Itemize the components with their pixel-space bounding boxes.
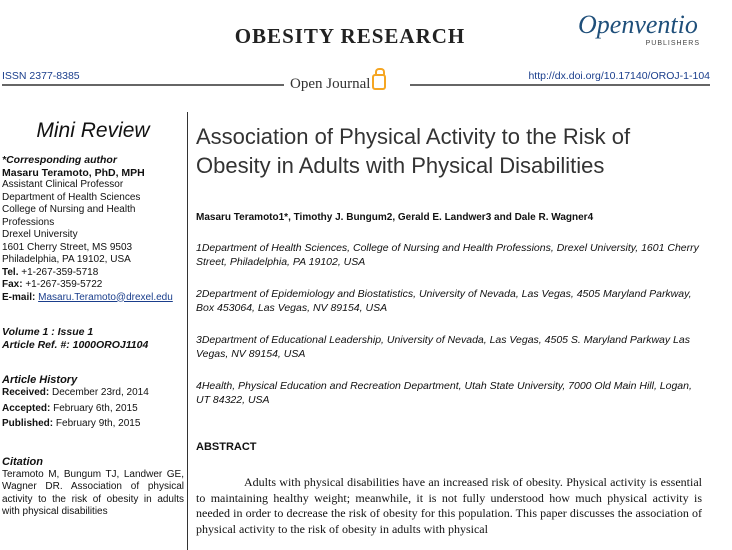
open-access-lock-icon bbox=[372, 68, 387, 90]
received-value: December 23rd, 2014 bbox=[49, 387, 149, 398]
received-line: Received: December 23rd, 2014 bbox=[2, 387, 184, 400]
address-line: Assistant Clinical Professor bbox=[2, 179, 124, 190]
citation-text: Teramoto M, Bungum TJ, Landwer GE, Wagne… bbox=[2, 468, 184, 518]
abstract-heading: ABSTRACT bbox=[196, 441, 257, 453]
accepted-value: February 6th, 2015 bbox=[50, 402, 138, 414]
address-line: College of Nursing and Health bbox=[2, 204, 136, 215]
sidebar: Mini Review *Corresponding author Masaru… bbox=[2, 118, 184, 519]
header-rule-left bbox=[2, 84, 284, 86]
accepted-line: Accepted: February 6th, 2015 bbox=[2, 403, 184, 416]
accepted-label: Accepted: bbox=[2, 402, 51, 414]
affiliation: 4Health, Physical Education and Recreati… bbox=[196, 380, 692, 406]
published-value: February 9th, 2015 bbox=[53, 418, 141, 429]
volume-issue: Volume 1 : Issue 1 bbox=[2, 326, 94, 338]
tel-value: +1-267-359-5718 bbox=[18, 266, 99, 278]
address-line: Philadelphia, PA 19102, USA bbox=[2, 254, 131, 265]
address-line: 1601 Cherry Street, MS 9503 bbox=[2, 241, 133, 253]
article-history-heading: Article History bbox=[2, 374, 78, 386]
received-label: Received: bbox=[2, 387, 50, 398]
issn: ISSN 2377-8385 bbox=[2, 70, 80, 82]
email-link[interactable]: Masaru.Teramoto@drexel.edu bbox=[38, 291, 173, 303]
journal-name: OBESITY RESEARCH bbox=[234, 24, 466, 48]
affiliation: 2Department of Epidemiology and Biostati… bbox=[196, 288, 692, 314]
citation-heading: Citation bbox=[2, 455, 43, 468]
article-ref: Article Ref. #: 1000OROJ1104 bbox=[2, 338, 149, 351]
address-line: Professions bbox=[2, 216, 55, 228]
section-type: Mini Review bbox=[36, 119, 150, 142]
abstract-text: Adults with physical disabilities have a… bbox=[196, 475, 702, 536]
email-label: E-mail: bbox=[2, 291, 36, 303]
publisher-sub: PUBLISHERS bbox=[645, 40, 700, 47]
corresponding-label: *Corresponding author bbox=[2, 154, 117, 166]
fax-label: Fax: bbox=[2, 279, 23, 290]
published-line: Published: February 9th, 2015 bbox=[2, 418, 184, 431]
open-journal-text: Open Journal bbox=[290, 76, 371, 92]
main-content: Association of Physical Activity to the … bbox=[196, 122, 702, 537]
author-list: Masaru Teramoto1*, Timothy J. Bungum2, G… bbox=[196, 212, 594, 223]
tel-label: Tel. bbox=[2, 266, 19, 278]
publisher-name: Openventio bbox=[578, 10, 698, 39]
published-label: Published: bbox=[2, 418, 54, 429]
header-rule-right bbox=[410, 84, 710, 86]
address-line: Department of Health Sciences bbox=[2, 191, 141, 203]
doi-link[interactable]: http://dx.doi.org/10.17140/OROJ-1-104 bbox=[528, 70, 710, 82]
column-divider bbox=[187, 112, 188, 550]
fax-value: +1-267-359-5722 bbox=[22, 279, 103, 290]
fax-line: Fax: +1-267-359-5722 bbox=[2, 279, 184, 292]
email-line: E-mail: Masaru.Teramoto@drexel.edu bbox=[2, 292, 184, 305]
article-title: Association of Physical Activity to the … bbox=[196, 124, 631, 178]
tel-line: Tel. +1-267-359-5718 bbox=[2, 267, 184, 280]
affiliation: 3Department of Educational Leadership, U… bbox=[196, 334, 690, 360]
affiliation: 1Department of Health Sciences, College … bbox=[196, 242, 699, 268]
publisher-logo: Openventio PUBLISHERS bbox=[578, 10, 708, 47]
open-journal-label: Open Journal bbox=[290, 68, 387, 93]
address-line: Drexel University bbox=[2, 229, 78, 240]
corresponding-author-name: Masaru Teramoto, PhD, MPH bbox=[2, 166, 145, 179]
